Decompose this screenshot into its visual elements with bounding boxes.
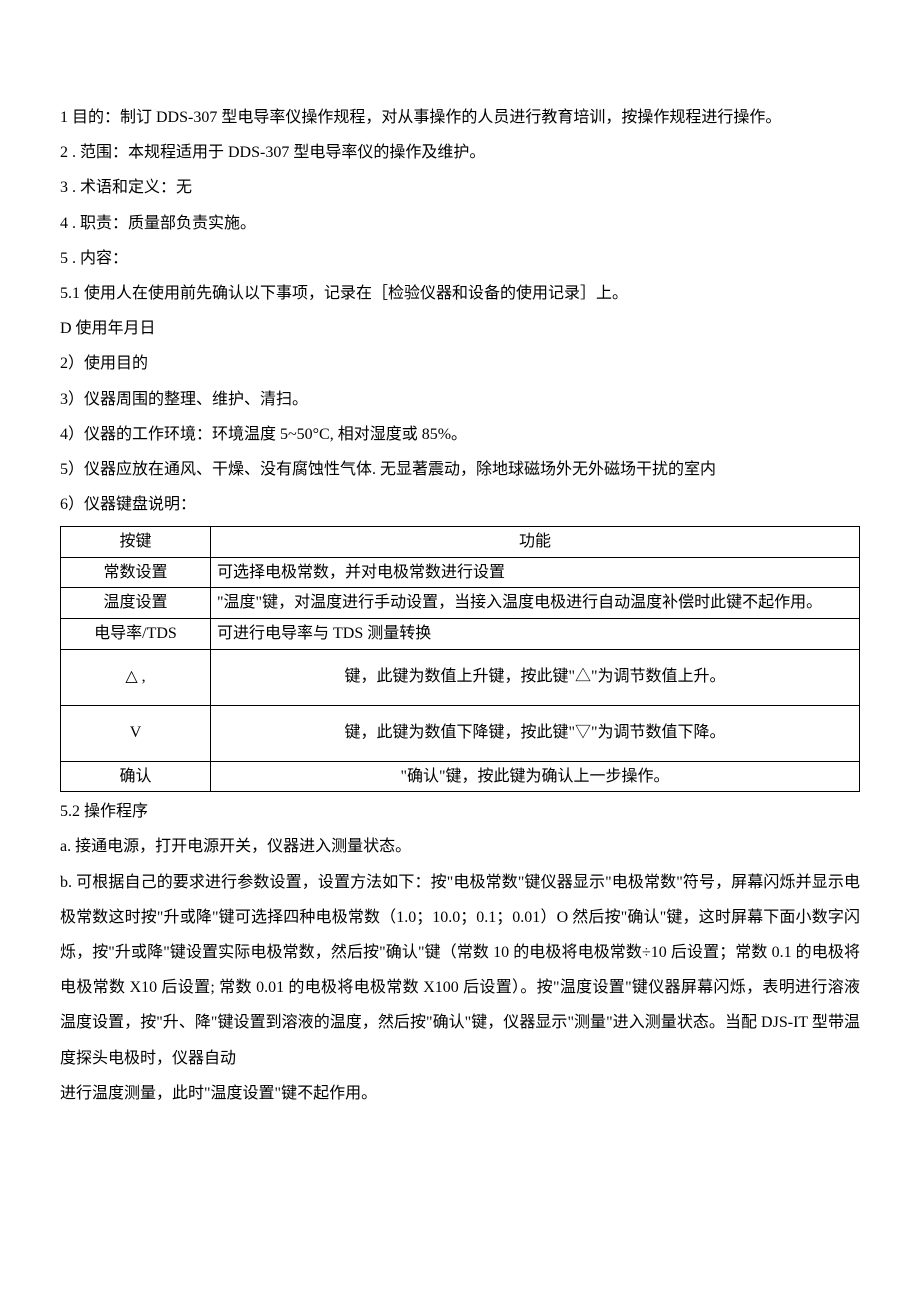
para-item-5: 5）仪器应放在通风、干燥、没有腐蚀性气体. 无显著震动，除地球磁场外无外磁场干扰…	[60, 452, 860, 487]
cell-key: 确认	[61, 761, 211, 792]
para-item-4: 4）仪器的工作环境：环境温度 5~50°C, 相对湿度或 85%。	[60, 417, 860, 452]
header-func: 功能	[211, 527, 860, 558]
cell-func: "确认"键，按此键为确认上一步操作。	[211, 761, 860, 792]
cell-key: 电导率/TDS	[61, 619, 211, 650]
table-row: 确认"确认"键，按此键为确认上一步操作。	[61, 761, 860, 792]
para-content: 5 . 内容：	[60, 241, 860, 276]
cell-key: 温度设置	[61, 588, 211, 619]
header-key: 按键	[61, 527, 211, 558]
table-row: 电导率/TDS可进行电导率与 TDS 测量转换	[61, 619, 860, 650]
para-step-b-cont: 进行温度测量，此时"温度设置"键不起作用。	[60, 1076, 860, 1111]
para-duty: 4 . 职责：质量部负责实施。	[60, 206, 860, 241]
table-header-row: 按键 功能	[61, 527, 860, 558]
para-purpose: 1 目的：制订 DDS-307 型电导率仪操作规程，对从事操作的人员进行教育培训…	[60, 100, 860, 135]
cell-func: 键，此键为数值上升键，按此键"△"为调节数值上升。	[211, 649, 860, 705]
table-row: 温度设置"温度"键，对温度进行手动设置，当接入温度电极进行自动温度补偿时此键不起…	[61, 588, 860, 619]
table-row: V键，此键为数值下降键，按此键"▽"为调节数值下降。	[61, 705, 860, 761]
para-step-a: a. 接通电源，打开电源开关，仪器进入测量状态。	[60, 829, 860, 864]
cell-func: "温度"键，对温度进行手动设置，当接入温度电极进行自动温度补偿时此键不起作用。	[211, 588, 860, 619]
para-5-2: 5.2 操作程序	[60, 794, 860, 829]
table-row: △ ,键，此键为数值上升键，按此键"△"为调节数值上升。	[61, 649, 860, 705]
para-item-2: 2）使用目的	[60, 346, 860, 381]
para-item-d: D 使用年月日	[60, 311, 860, 346]
para-step-b: b. 可根据自己的要求进行参数设置，设置方法如下：按"电极常数"键仪器显示"电极…	[60, 865, 860, 1076]
cell-func: 可进行电导率与 TDS 测量转换	[211, 619, 860, 650]
para-terms: 3 . 术语和定义：无	[60, 170, 860, 205]
para-item-6: 6）仪器键盘说明：	[60, 487, 860, 522]
keypad-table: 按键 功能 常数设置可选择电极常数，并对电极常数进行设置温度设置"温度"键，对温…	[60, 526, 860, 792]
para-item-3: 3）仪器周围的整理、维护、清扫。	[60, 382, 860, 417]
para-scope: 2 . 范围：本规程适用于 DDS-307 型电导率仪的操作及维护。	[60, 135, 860, 170]
cell-key: V	[61, 705, 211, 761]
cell-key: 常数设置	[61, 557, 211, 588]
cell-key: △ ,	[61, 649, 211, 705]
cell-func: 可选择电极常数，并对电极常数进行设置	[211, 557, 860, 588]
table-row: 常数设置可选择电极常数，并对电极常数进行设置	[61, 557, 860, 588]
para-5-1: 5.1 使用人在使用前先确认以下事项，记录在［检验仪器和设备的使用记录］上。	[60, 276, 860, 311]
cell-func: 键，此键为数值下降键，按此键"▽"为调节数值下降。	[211, 705, 860, 761]
